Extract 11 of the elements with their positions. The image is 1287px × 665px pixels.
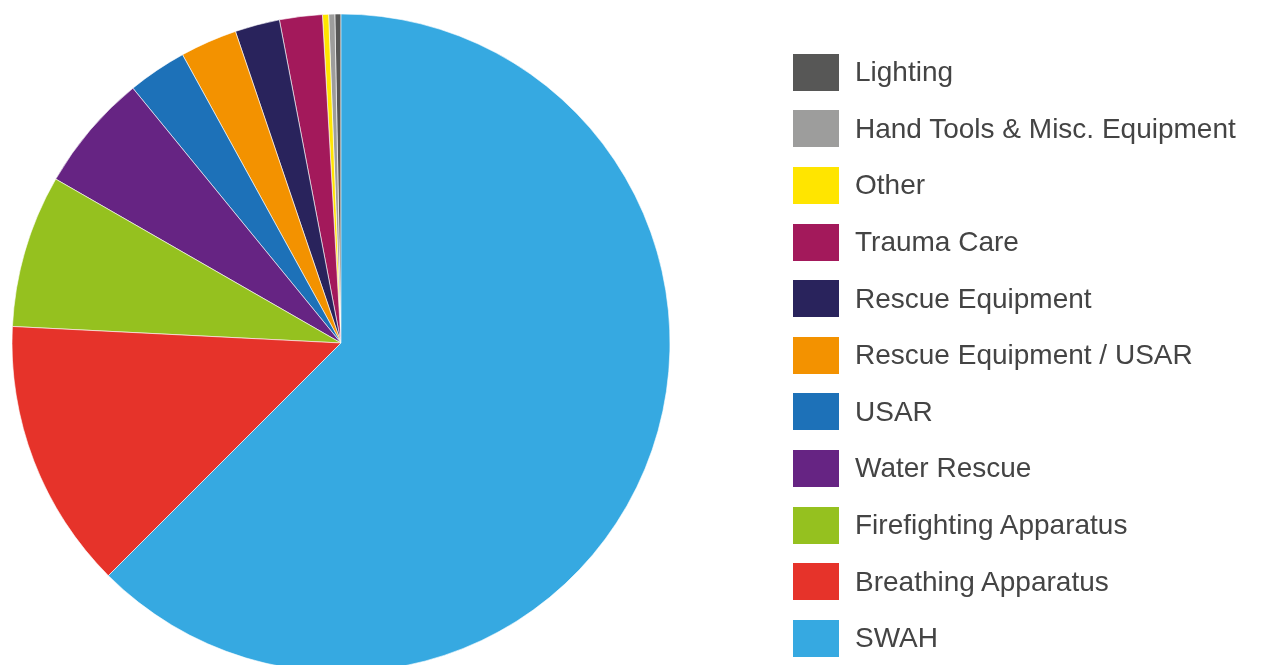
legend-label: Breathing Apparatus — [855, 565, 1109, 598]
legend-label: Other — [855, 169, 926, 202]
legend-label: Rescue Equipment / USAR — [855, 339, 1193, 372]
legend-label: Trauma Care — [855, 226, 1019, 259]
legend-label: USAR — [855, 395, 933, 428]
legend-label: SWAH — [855, 622, 938, 655]
legend-label: Rescue Equipment — [855, 282, 1092, 315]
legend-label: Firefighting Apparatus — [855, 509, 1128, 542]
legend-label: Water Rescue — [855, 452, 1032, 485]
legend-label: Hand Tools & Misc. Equipment — [855, 112, 1236, 145]
legend-label: Lighting — [855, 56, 954, 89]
